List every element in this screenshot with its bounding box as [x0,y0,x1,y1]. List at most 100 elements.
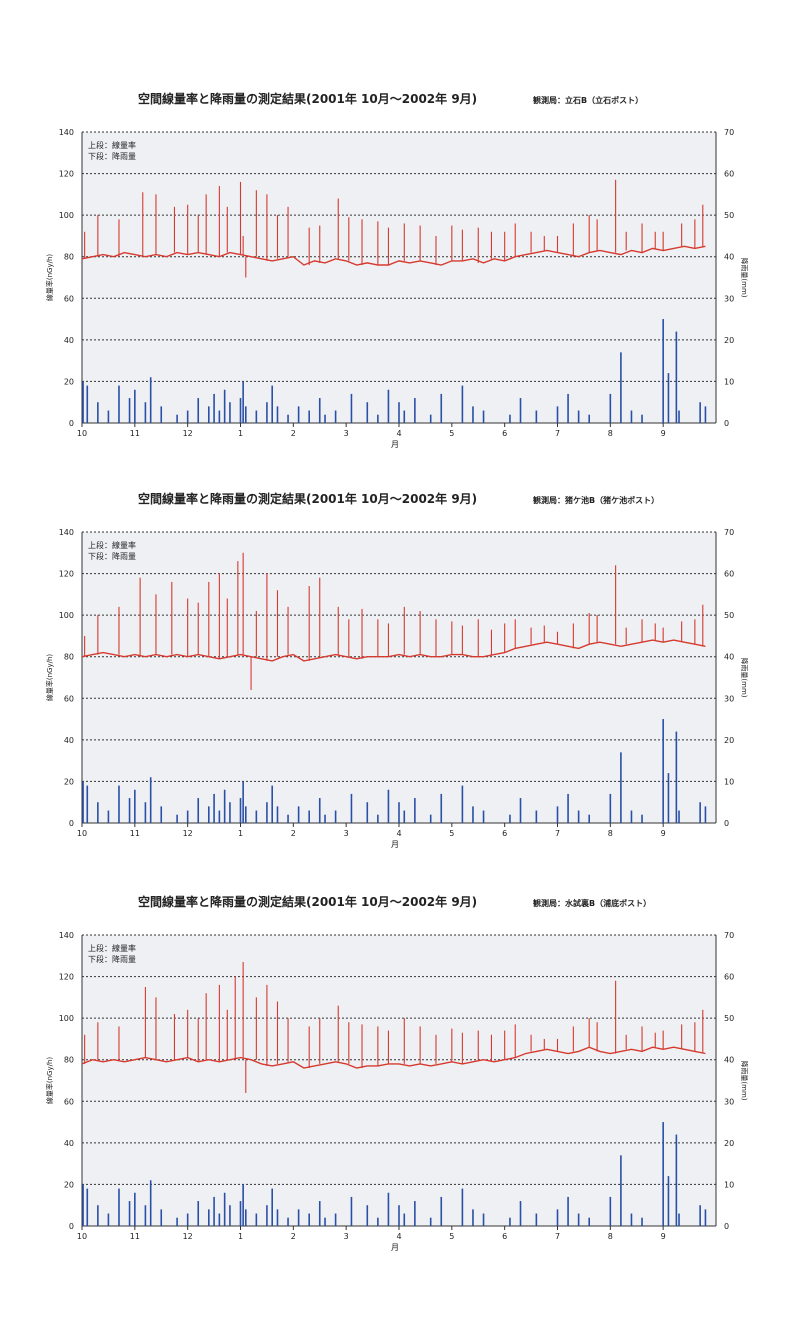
station-label: 観測局：水試裏B（浦底ポスト） [533,899,652,908]
dose-rate-line [81,1046,706,1069]
x-tick-label: 1 [238,429,243,438]
x-tick-label: 6 [502,429,507,438]
x-tick-label: 11 [130,829,140,838]
y-tick-label: 80 [64,1056,74,1065]
x-axis-label: 月 [391,440,399,449]
y2-tick-label: 40 [724,653,734,662]
x-tick-label: 4 [396,429,401,438]
y2-tick-label: 70 [724,528,734,537]
legend-entry: 下段：降雨量 [88,954,136,964]
chart-title: 空間線量率と降雨量の測定結果(2001年 10月～2002年 9月) [138,92,478,106]
y-tick-label: 20 [64,1180,74,1189]
y-tick-label: 60 [64,294,74,303]
x-tick-label: 12 [183,829,193,838]
x-tick-label: 9 [661,829,666,838]
x-tick-label: 1 [238,829,243,838]
chart-panel-1: 空間線量率と降雨量の測定結果(2001年 10月～2002年 9月) 観測局：立… [0,90,800,510]
legend-entry: 上段：線量率 [88,140,136,150]
y2-tick-label: 0 [724,419,729,428]
y-tick-label: 80 [64,653,74,662]
y2-tick-label: 20 [724,336,734,345]
x-tick-label: 11 [130,1232,140,1241]
x-tick-label: 9 [661,429,666,438]
y-axis-label: 線量率(nGy/h) [45,1057,54,1105]
dose-rate-line [81,245,706,266]
x-tick-label: 12 [183,429,193,438]
y-tick-label: 60 [64,1097,74,1106]
x-tick-label: 1 [238,1232,243,1241]
y-tick-label: 40 [64,736,74,745]
station-label: 観測局：立石B（立石ポスト） [533,96,644,105]
y2-tick-label: 0 [724,819,729,828]
y2-tick-label: 20 [724,1139,734,1148]
y-tick-label: 80 [64,253,74,262]
x-tick-label: 6 [502,1232,507,1241]
x-tick-label: 4 [396,1232,401,1241]
y2-tick-label: 40 [724,253,734,262]
y-tick-label: 120 [59,170,74,179]
x-tick-label: 7 [555,829,560,838]
y-tick-label: 120 [59,973,74,982]
legend-entry: 下段：降雨量 [88,551,136,561]
legend-entry: 上段：線量率 [88,540,136,550]
x-axis-label: 月 [391,840,399,849]
x-tick-label: 3 [344,829,349,838]
x-tick-label: 10 [77,429,87,438]
y2-tick-label: 0 [724,1222,729,1231]
y-tick-label: 140 [59,528,74,537]
plot-background [82,935,716,1226]
x-tick-label: 7 [555,429,560,438]
y2-tick-label: 10 [724,1180,734,1189]
y-tick-label: 140 [59,128,74,137]
y2-tick-label: 60 [724,170,734,179]
y-tick-label: 60 [64,694,74,703]
y2-tick-label: 10 [724,777,734,786]
y-axis-label: 線量率(nGy/h) [45,654,54,702]
y-tick-label: 0 [69,1222,74,1231]
y2-tick-label: 20 [724,736,734,745]
y2-tick-label: 40 [724,1056,734,1065]
y-tick-label: 140 [59,931,74,940]
x-tick-label: 5 [449,1232,454,1241]
y2-tick-label: 70 [724,931,734,940]
y-tick-label: 100 [59,1014,74,1023]
y-tick-label: 20 [64,377,74,386]
station-label: 観測局：猪ケ池B（猪ケ池ポスト） [533,496,660,505]
y2-tick-label: 70 [724,128,734,137]
x-tick-label: 8 [608,829,613,838]
chart-title: 空間線量率と降雨量の測定結果(2001年 10月～2002年 9月) [138,492,478,506]
dose-rate-line [81,639,706,662]
x-tick-label: 2 [291,829,296,838]
y-tick-label: 0 [69,819,74,828]
plot-background [82,132,716,423]
y2-tick-label: 30 [724,294,734,303]
x-tick-label: 11 [130,429,140,438]
y2-tick-label: 30 [724,1097,734,1106]
x-tick-label: 7 [555,1232,560,1241]
y2-tick-label: 30 [724,694,734,703]
x-tick-label: 2 [291,1232,296,1241]
chart-panel-3: 空間線量率と降雨量の測定結果(2001年 10月～2002年 9月) 観測局：水… [0,893,800,1313]
x-tick-label: 5 [449,829,454,838]
y2-tick-label: 60 [724,973,734,982]
plot-background [82,532,716,823]
x-tick-label: 3 [344,429,349,438]
y-tick-label: 20 [64,777,74,786]
x-tick-label: 8 [608,1232,613,1241]
x-tick-label: 12 [183,1232,193,1241]
y2-axis-label: 降雨量(mm) [740,1060,749,1100]
x-tick-label: 4 [396,829,401,838]
x-tick-label: 6 [502,829,507,838]
x-tick-label: 10 [77,1232,87,1241]
x-tick-label: 9 [661,1232,666,1241]
x-tick-label: 3 [344,1232,349,1241]
y-tick-label: 0 [69,419,74,428]
chart-title: 空間線量率と降雨量の測定結果(2001年 10月～2002年 9月) [138,895,478,909]
x-tick-label: 5 [449,429,454,438]
y2-tick-label: 50 [724,611,734,620]
legend-entry: 上段：線量率 [88,943,136,953]
y-tick-label: 100 [59,611,74,620]
